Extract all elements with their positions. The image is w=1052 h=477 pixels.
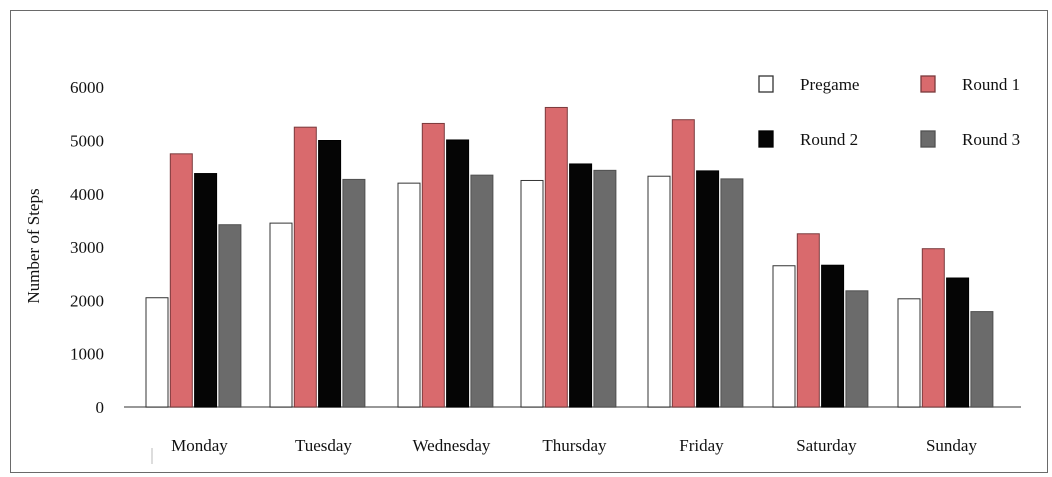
bar-round-1-thursday [544,106,568,408]
bar-round-3-friday [720,178,744,408]
legend-swatch [920,130,936,148]
legend-item-round-3: Round 3 [920,130,1020,149]
category-group-friday [647,119,744,408]
bar-pregame-sunday [897,298,921,408]
x-tick-label: Saturday [796,436,857,455]
bar-round-1-wednesday [421,122,445,408]
y-tick-label: 3000 [70,238,104,257]
bar-round-2-friday [696,170,720,408]
legend-label: Round 2 [800,130,858,149]
legend-item-pregame: Pregame [758,75,859,94]
plot-area: 0 1000 2000 3000 4000 5000 6000 Monday Tuesday We… [70,78,1021,464]
bar-round-1-friday [671,119,695,408]
y-tick-label: 2000 [70,291,104,310]
x-tick-label: Wednesday [412,436,490,455]
bar-round-1-sunday [921,248,945,408]
bar-round-3-saturday [845,290,869,408]
legend-item-round-1: Round 1 [920,75,1020,94]
x-tick-label: Friday [679,436,724,455]
legend-label: Round 3 [962,130,1020,149]
y-tick-label: 6000 [70,78,104,97]
category-group-wednesday [397,122,494,408]
bar-chart: 0 1000 2000 3000 4000 5000 6000 Monday Tuesday We… [24,75,1021,464]
bar-pregame-monday [145,297,169,408]
bar-round-2-sunday [946,277,970,408]
x-tick-label: Tuesday [295,436,352,455]
legend: Pregame Round 1 Round 2 Round 3 [758,75,1020,149]
bar-round-3-monday [218,224,242,408]
chart-frame: 0 1000 2000 3000 4000 5000 6000 Monday Tuesday We… [10,10,1048,473]
category-group-sunday [897,248,994,408]
category-group-tuesday [269,126,366,408]
x-tick-label: Monday [171,436,228,455]
legend-swatch [758,130,774,148]
bar-round-3-sunday [970,311,994,408]
y-tick-label: 4000 [70,185,104,204]
bar-round-3-tuesday [342,178,366,408]
category-group-thursday [520,106,617,408]
bar-round-3-thursday [593,169,617,408]
bar-pregame-friday [647,175,671,408]
legend-label: Round 1 [962,75,1020,94]
y-tick-label: 5000 [70,132,104,151]
bar-round-1-monday [169,153,193,408]
y-tick-label: 1000 [70,345,104,364]
bar-round-1-saturday [796,233,820,408]
bar-pregame-thursday [520,179,544,408]
legend-item-round-2: Round 2 [758,130,858,149]
bar-round-2-thursday [569,163,593,408]
legend-swatch [758,75,774,93]
bar-round-2-monday [194,173,218,408]
category-group-monday [145,153,242,408]
x-tick-label: Sunday [926,436,978,455]
legend-swatch [920,75,936,93]
bar-pregame-tuesday [269,222,293,408]
legend-label: Pregame [800,75,859,94]
x-tick-label: Thursday [542,436,607,455]
bar-pregame-saturday [772,265,796,408]
y-tick-label: 0 [96,398,105,417]
bar-round-3-wednesday [470,174,494,408]
bar-round-1-tuesday [293,126,317,408]
bar-pregame-wednesday [397,182,421,408]
bar-round-2-wednesday [446,139,470,408]
y-axis-title: Number of Steps [24,188,43,303]
bar-round-2-tuesday [318,140,342,408]
bar-round-2-saturday [821,264,845,408]
category-group-saturday [772,233,869,408]
